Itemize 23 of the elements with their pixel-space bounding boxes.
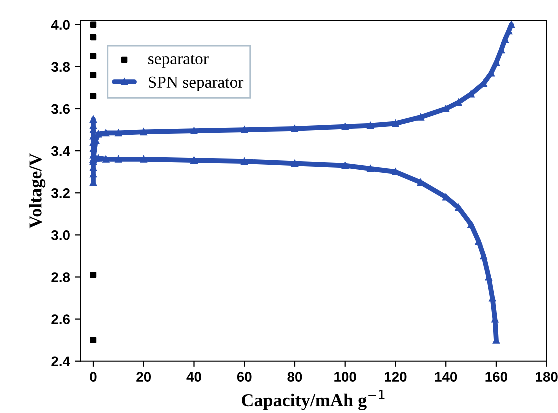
y-tick-label: 2.4 <box>52 356 70 366</box>
y-tick-label: 4.0 <box>51 20 70 30</box>
x-tick-label: 80 <box>288 372 302 382</box>
x-tick-label: 20 <box>136 372 152 382</box>
x-tick-label: 100 <box>334 372 356 382</box>
y-tick-label: 3.4 <box>52 146 70 156</box>
x-tick-label: 40 <box>186 372 202 382</box>
x-tick-label: 180 <box>536 372 558 382</box>
y-tick-label: 2.6 <box>52 314 70 324</box>
x-tick-label: 60 <box>237 372 252 382</box>
x-tick-label: 120 <box>385 372 407 382</box>
y-tick-label: 2.8 <box>52 272 70 282</box>
x-axis-title: Capacity/mAh g$^{−1}$ <box>242 390 385 410</box>
x-tick-label: 0 <box>90 372 97 382</box>
x-tick-label: 160 <box>486 372 508 382</box>
y-tick-label: 3.0 <box>52 230 70 240</box>
y-axis-title: Voltage/V <box>29 153 46 229</box>
legend-label: separator <box>148 54 209 68</box>
y-tick-label: 3.8 <box>52 62 70 72</box>
x-tick-label: 140 <box>435 372 458 382</box>
y-tick-label: 3.6 <box>52 104 70 114</box>
legend-label: SPN separator <box>148 76 244 92</box>
y-tick-label: 3.2 <box>52 188 70 198</box>
